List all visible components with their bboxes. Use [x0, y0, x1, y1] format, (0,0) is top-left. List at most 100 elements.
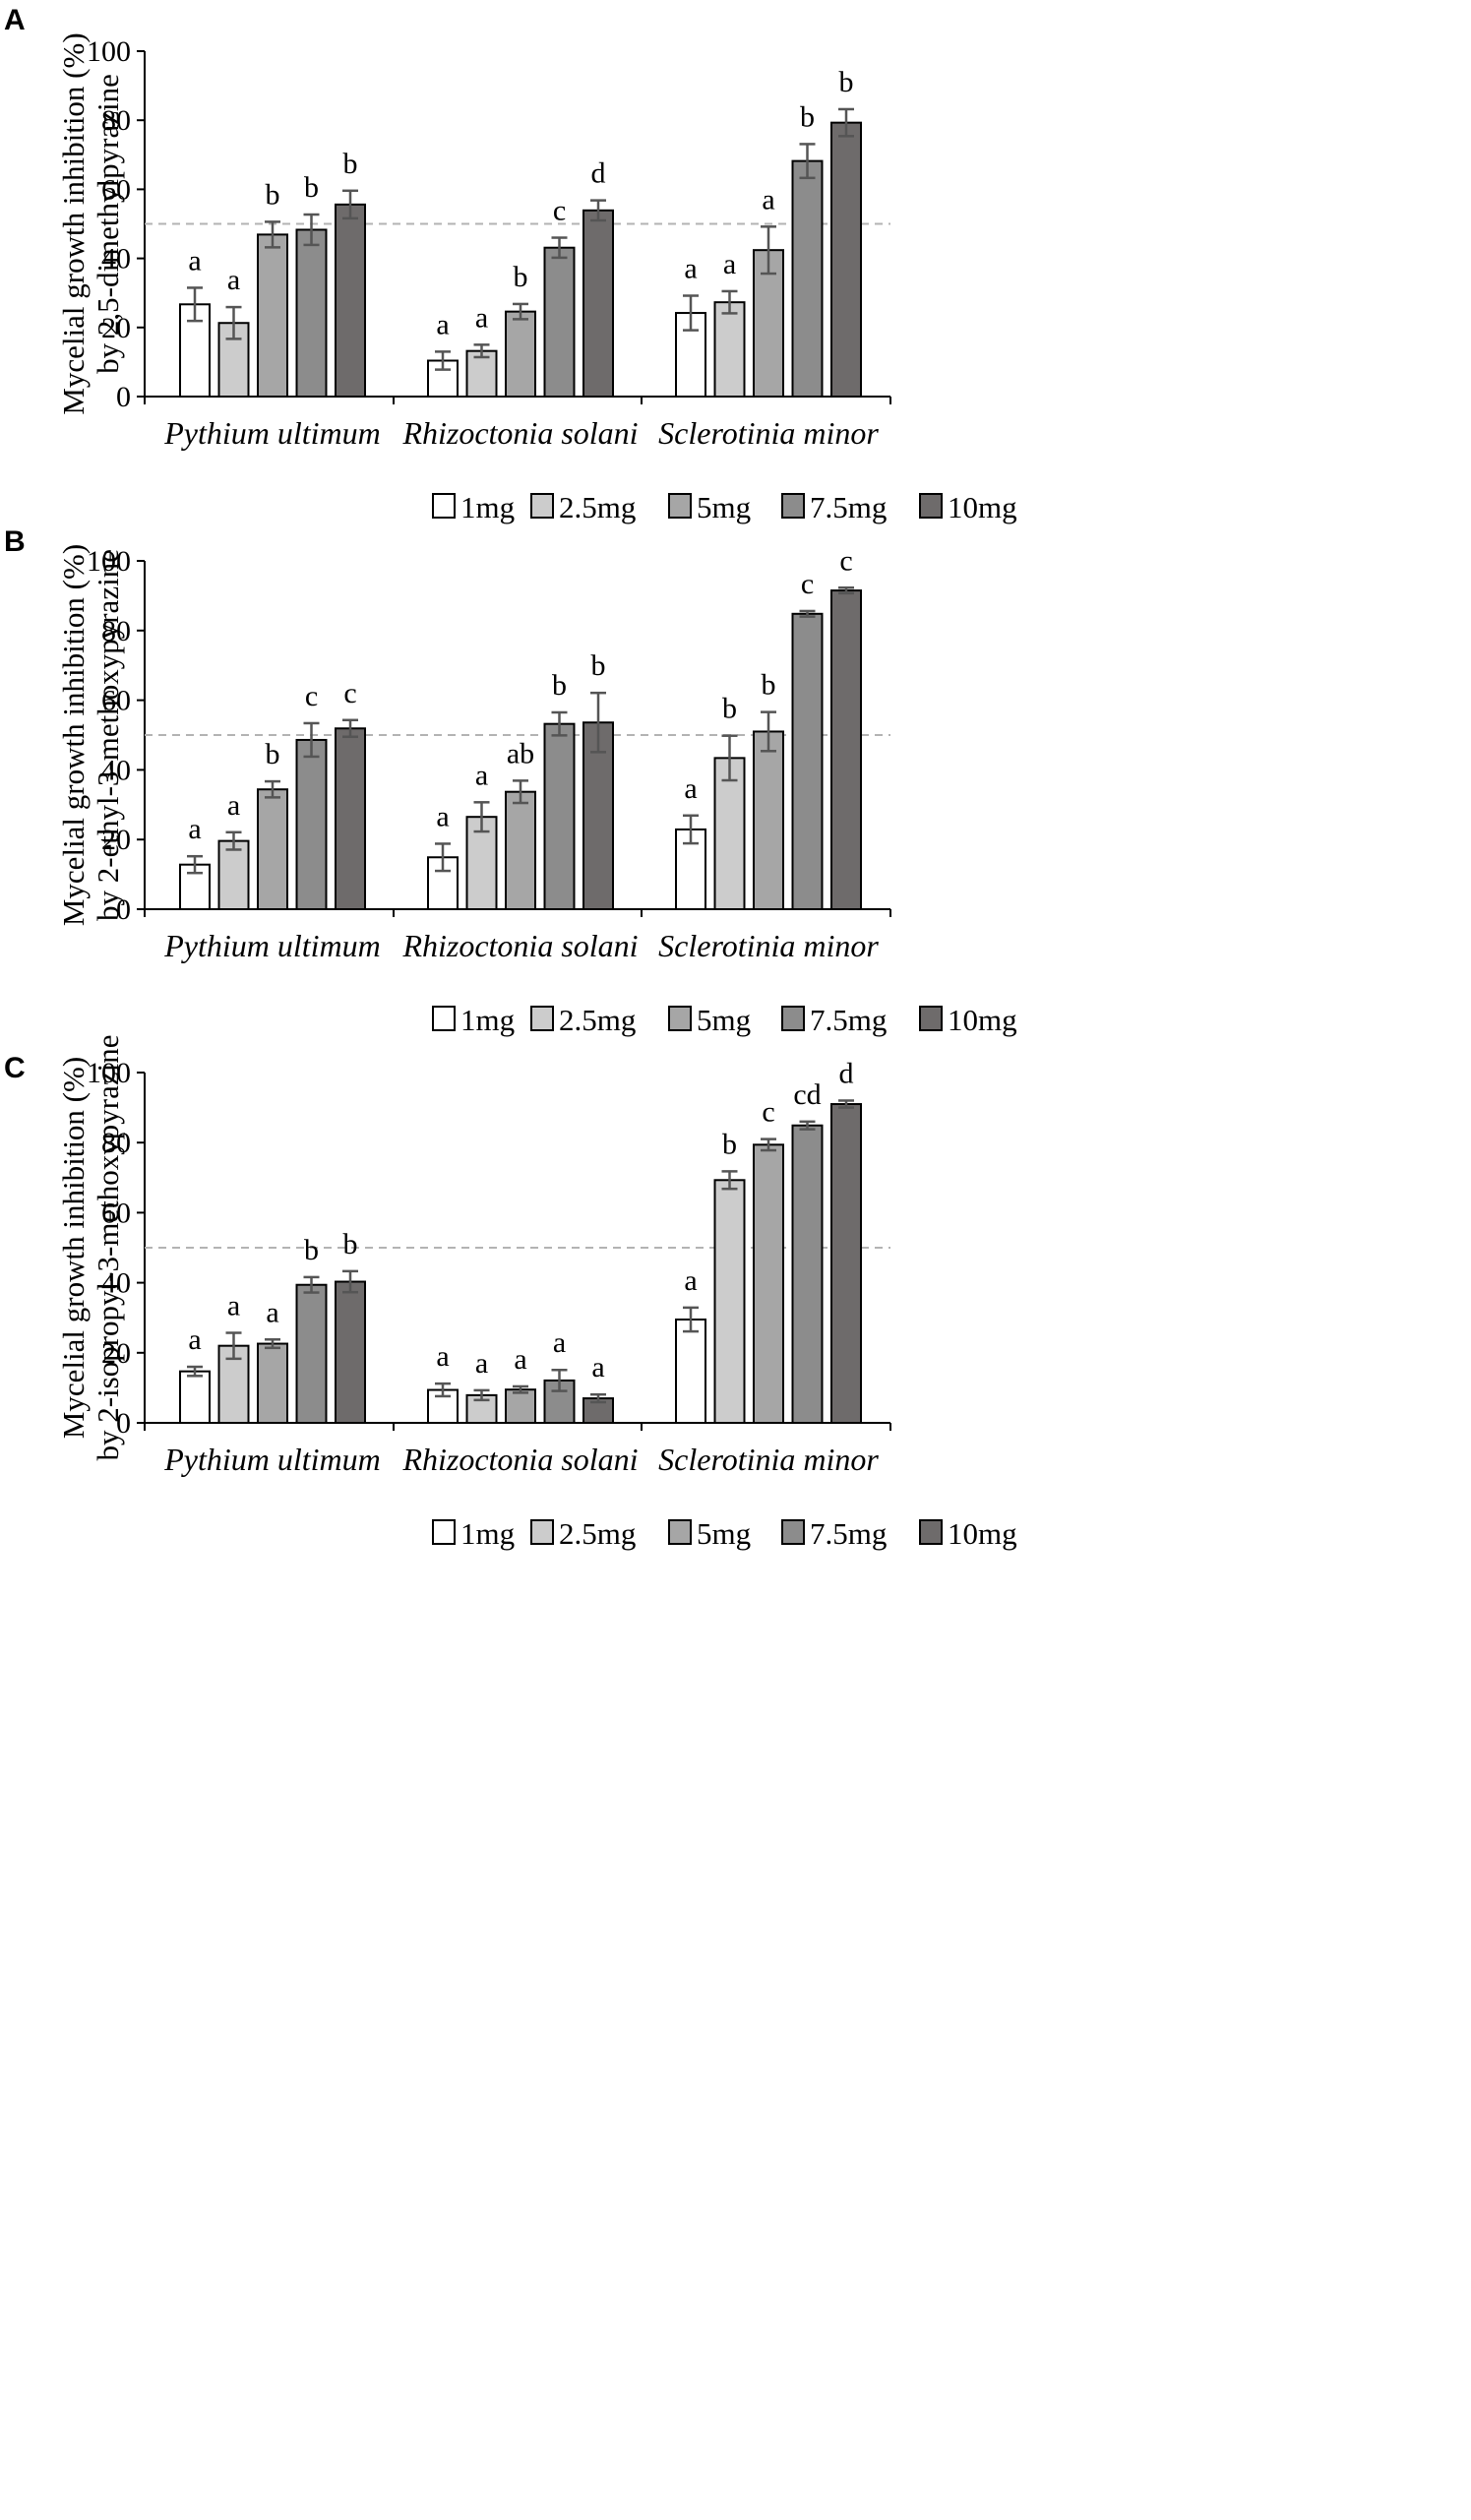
- legend-swatch: [668, 1519, 692, 1545]
- significance-label: a: [188, 244, 201, 277]
- significance-label: a: [436, 800, 449, 832]
- category-label: Rhizoctonia solani: [401, 1442, 638, 1477]
- bar: [505, 790, 536, 911]
- category-label: Pythium ultimum: [163, 1442, 381, 1477]
- significance-label: a: [553, 1326, 566, 1359]
- significance-label: b: [591, 649, 606, 682]
- bar: [217, 839, 250, 911]
- significance-label: d: [591, 157, 606, 190]
- legend-swatch: [781, 1006, 805, 1031]
- y-axis-label-compound: by 2,5-dimethylpyrazine: [91, 74, 125, 374]
- bar: [713, 301, 746, 398]
- legend-swatch: [668, 493, 692, 519]
- significance-label: b: [514, 261, 528, 293]
- bar: [257, 233, 288, 398]
- legend-swatch: [919, 1519, 943, 1545]
- significance-label: b: [552, 669, 567, 702]
- significance-label: a: [723, 248, 736, 280]
- significance-label: a: [188, 813, 201, 845]
- bar: [257, 788, 288, 910]
- bar: [675, 1318, 706, 1424]
- legend-label: 7.5mg: [810, 490, 887, 524]
- y-tick-label: 20: [101, 1337, 131, 1370]
- significance-label: b: [722, 693, 737, 725]
- y-tick-label: 100: [87, 1057, 131, 1089]
- legend-label: 7.5mg: [810, 1516, 887, 1551]
- significance-label: b: [266, 178, 280, 211]
- significance-label: a: [514, 1343, 526, 1376]
- bar: [713, 1179, 746, 1424]
- y-axis-label: Mycelial growth inhibition (%): [56, 32, 91, 414]
- bar: [295, 228, 328, 398]
- legend-swatch: [919, 1006, 943, 1031]
- bar: [335, 203, 366, 398]
- category-label: Sclerotinia minor: [658, 928, 879, 963]
- legend-label: 5mg: [697, 490, 751, 524]
- y-axis-label-compound: by 2-isopropyl-3-methoxypyrazine: [91, 1034, 125, 1460]
- bar: [505, 310, 536, 398]
- bar: [791, 159, 824, 398]
- category-label: Pythium ultimum: [163, 415, 381, 451]
- bar: [713, 757, 746, 911]
- legend-label: 5mg: [697, 1516, 751, 1551]
- significance-label: b: [800, 100, 815, 133]
- significance-label: cd: [793, 1078, 821, 1111]
- legend-swatch: [432, 1519, 456, 1545]
- significance-label: a: [266, 1296, 278, 1328]
- significance-label: b: [266, 738, 280, 770]
- significance-label: a: [436, 308, 449, 340]
- legend-swatch: [668, 1006, 692, 1031]
- legend-label: 1mg: [460, 1516, 515, 1551]
- bar: [830, 589, 862, 911]
- significance-label: b: [839, 66, 854, 98]
- significance-label: c: [305, 680, 318, 712]
- legend-swatch: [781, 493, 805, 519]
- bar: [335, 727, 366, 910]
- significance-label: a: [227, 264, 240, 296]
- y-tick-label: 80: [101, 104, 131, 137]
- significance-label: a: [475, 1347, 488, 1380]
- bar: [830, 121, 862, 398]
- bar: [295, 1283, 328, 1424]
- category-label: Pythium ultimum: [163, 928, 381, 963]
- significance-label: b: [343, 1228, 358, 1260]
- bar: [543, 1379, 576, 1424]
- significance-label: b: [304, 1234, 319, 1266]
- legend-label: 2.5mg: [559, 490, 636, 524]
- y-tick-label: 20: [101, 824, 131, 856]
- legend-label: 10mg: [948, 1003, 1017, 1037]
- significance-label: a: [684, 1264, 697, 1297]
- bar: [582, 209, 614, 398]
- bar: [505, 1388, 536, 1425]
- bar: [791, 1124, 824, 1424]
- significance-label: ab: [507, 737, 534, 769]
- legend-label: 1mg: [460, 1003, 515, 1037]
- y-tick-label: 80: [101, 1127, 131, 1159]
- panel-letter: C: [4, 1052, 26, 1084]
- bar: [335, 1280, 366, 1424]
- significance-label: b: [722, 1128, 737, 1160]
- significance-label: a: [475, 301, 488, 334]
- significance-label: a: [684, 253, 697, 285]
- y-tick-label: 40: [101, 243, 131, 276]
- legend-label: 10mg: [948, 1516, 1017, 1551]
- significance-label: a: [188, 1323, 201, 1356]
- y-tick-label: 0: [116, 893, 131, 926]
- significance-label: c: [839, 544, 852, 577]
- significance-label: c: [343, 677, 356, 709]
- panel-letter: A: [4, 4, 26, 36]
- significance-label: c: [553, 195, 566, 227]
- significance-label: d: [839, 1057, 854, 1089]
- bar: [543, 246, 576, 398]
- category-label: Sclerotinia minor: [658, 415, 879, 451]
- legend-label: 7.5mg: [810, 1003, 887, 1037]
- y-tick-label: 60: [101, 685, 131, 717]
- significance-label: a: [591, 1351, 604, 1383]
- legend-label: 2.5mg: [559, 1003, 636, 1037]
- significance-label: a: [227, 789, 240, 822]
- significance-label: a: [684, 772, 697, 805]
- panel-letter: B: [4, 525, 26, 558]
- category-label: Rhizoctonia solani: [401, 415, 638, 451]
- significance-label: b: [304, 171, 319, 204]
